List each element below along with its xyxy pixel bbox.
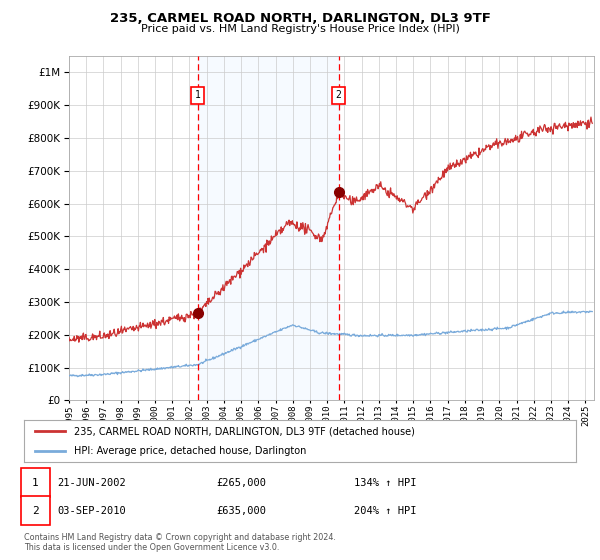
Text: £265,000: £265,000 bbox=[216, 478, 266, 488]
Text: Contains HM Land Registry data © Crown copyright and database right 2024.: Contains HM Land Registry data © Crown c… bbox=[24, 533, 336, 542]
Text: This data is licensed under the Open Government Licence v3.0.: This data is licensed under the Open Gov… bbox=[24, 543, 280, 552]
Text: 235, CARMEL ROAD NORTH, DARLINGTON, DL3 9TF: 235, CARMEL ROAD NORTH, DARLINGTON, DL3 … bbox=[110, 12, 490, 25]
Bar bbox=[197, 56, 339, 400]
Text: 03-SEP-2010: 03-SEP-2010 bbox=[57, 506, 126, 516]
Text: 2: 2 bbox=[336, 90, 341, 100]
Text: 2: 2 bbox=[32, 506, 39, 516]
Text: 21-JUN-2002: 21-JUN-2002 bbox=[57, 478, 126, 488]
Text: 1: 1 bbox=[194, 90, 200, 100]
Text: £635,000: £635,000 bbox=[216, 506, 266, 516]
Text: 235, CARMEL ROAD NORTH, DARLINGTON, DL3 9TF (detached house): 235, CARMEL ROAD NORTH, DARLINGTON, DL3 … bbox=[74, 426, 415, 436]
Text: Price paid vs. HM Land Registry's House Price Index (HPI): Price paid vs. HM Land Registry's House … bbox=[140, 24, 460, 34]
Text: HPI: Average price, detached house, Darlington: HPI: Average price, detached house, Darl… bbox=[74, 446, 306, 456]
Text: 134% ↑ HPI: 134% ↑ HPI bbox=[354, 478, 416, 488]
Text: 204% ↑ HPI: 204% ↑ HPI bbox=[354, 506, 416, 516]
Text: 1: 1 bbox=[32, 478, 39, 488]
